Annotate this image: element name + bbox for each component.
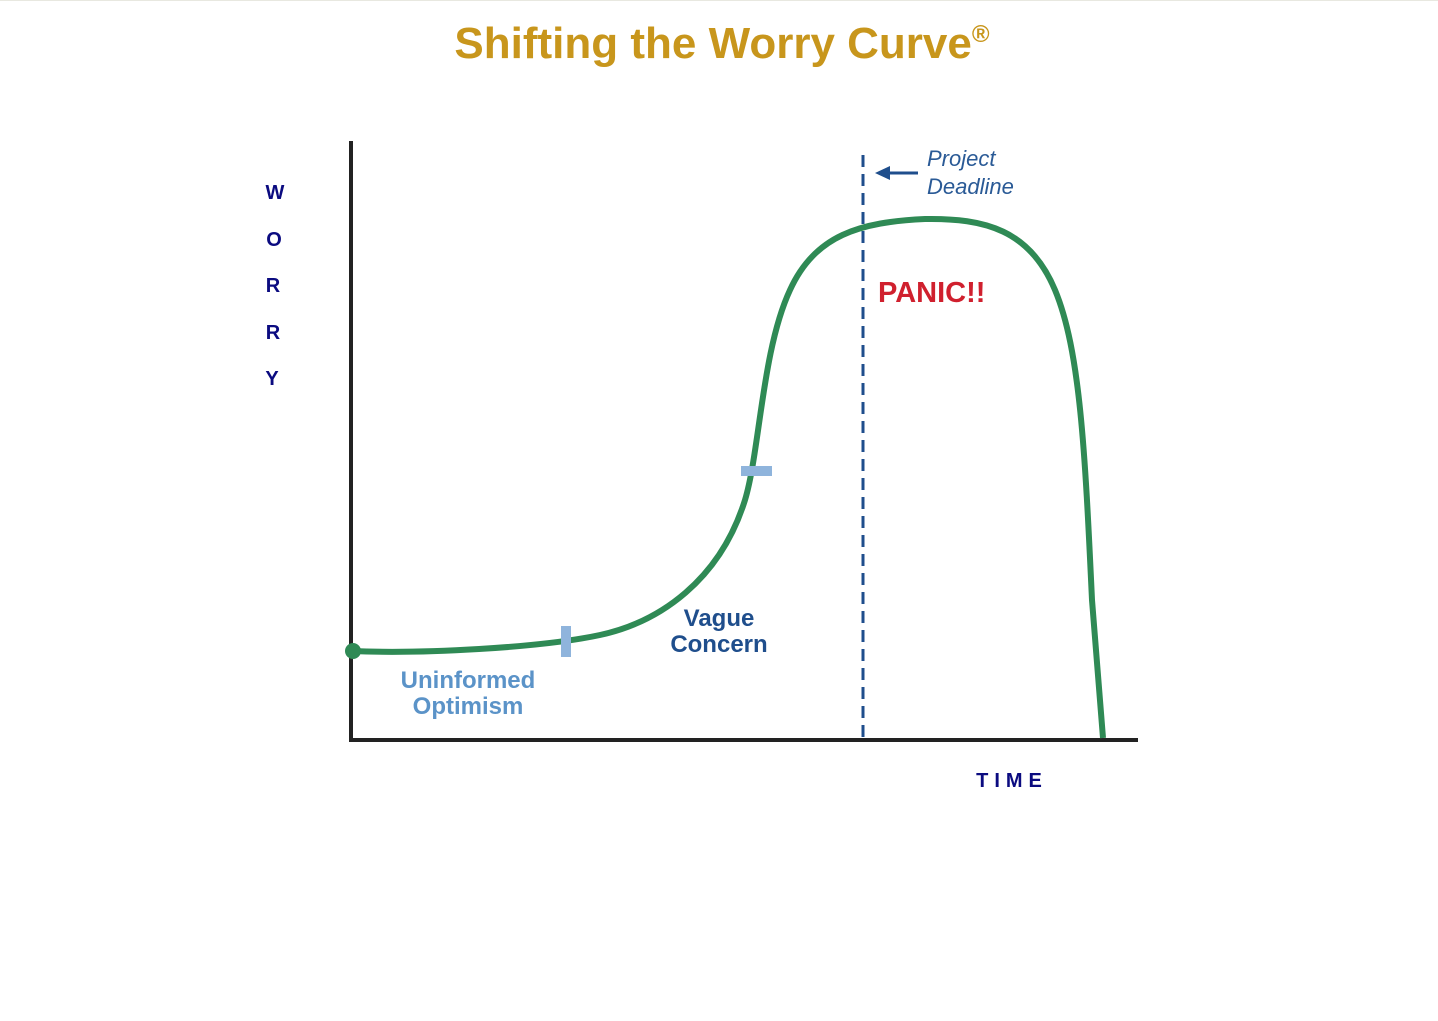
panic-label: PANIC!! <box>878 277 985 309</box>
y-letter: R <box>266 322 281 344</box>
phase-marker <box>741 466 772 476</box>
phase-marker <box>561 626 571 657</box>
optimism-text: Uninformed <box>401 667 536 694</box>
vague-text: Concern <box>670 631 767 658</box>
y-letter: R <box>266 275 281 297</box>
deadline-text: Deadline <box>927 174 1014 199</box>
vague-concern-label: Vague Concern <box>670 605 767 658</box>
title-text: Shifting the Worry Curve <box>454 19 971 68</box>
y-letter: W <box>266 182 285 204</box>
y-letter: O <box>266 229 282 251</box>
y-letter: Y <box>265 368 279 390</box>
arrow-head <box>875 166 890 180</box>
curve-start <box>345 643 361 659</box>
optimism-text: Optimism <box>413 693 524 720</box>
registered-mark: ® <box>972 21 990 48</box>
y-axis-label: W O R R Y <box>265 182 284 390</box>
deadline-label: Project Deadline <box>927 146 1014 199</box>
worry-curve <box>351 215 1106 739</box>
deadline-text: Project <box>927 146 996 171</box>
optimism-label: Uninformed Optimism <box>401 667 536 720</box>
title: Shifting the Worry Curve® <box>454 19 989 68</box>
vague-text: Vague <box>684 605 755 632</box>
x-axis-label: TIME <box>976 770 1048 792</box>
